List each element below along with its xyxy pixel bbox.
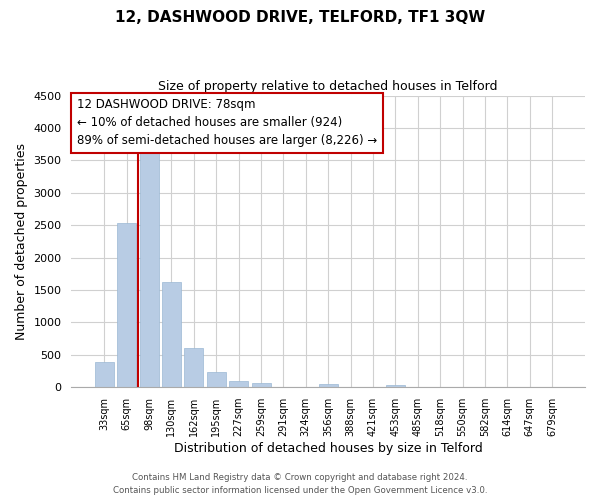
Title: Size of property relative to detached houses in Telford: Size of property relative to detached ho… [158, 80, 498, 93]
Bar [207, 372, 226, 387]
Bar [184, 348, 203, 387]
Bar [229, 380, 248, 387]
Text: 12, DASHWOOD DRIVE, TELFORD, TF1 3QW: 12, DASHWOOD DRIVE, TELFORD, TF1 3QW [115, 10, 485, 25]
Bar [251, 384, 271, 387]
Text: 12 DASHWOOD DRIVE: 78sqm
← 10% of detached houses are smaller (924)
89% of semi-: 12 DASHWOOD DRIVE: 78sqm ← 10% of detach… [77, 98, 377, 148]
Bar [319, 384, 338, 387]
Bar [140, 148, 158, 387]
X-axis label: Distribution of detached houses by size in Telford: Distribution of detached houses by size … [174, 442, 482, 455]
Bar [117, 223, 136, 387]
Bar [162, 282, 181, 387]
Y-axis label: Number of detached properties: Number of detached properties [15, 143, 28, 340]
Bar [386, 384, 405, 387]
Text: Contains HM Land Registry data © Crown copyright and database right 2024.
Contai: Contains HM Land Registry data © Crown c… [113, 474, 487, 495]
Bar [95, 362, 114, 387]
